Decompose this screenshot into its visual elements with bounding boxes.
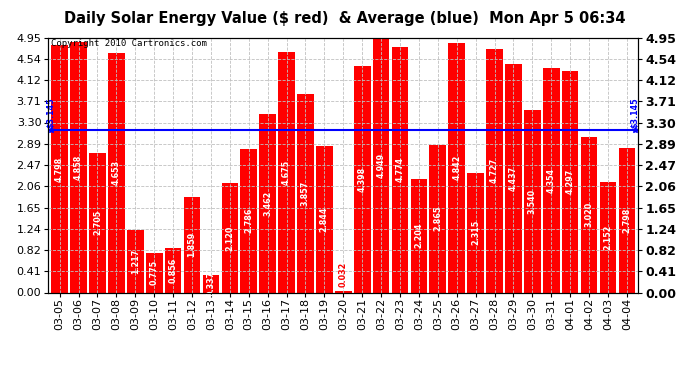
Bar xyxy=(240,149,257,292)
Bar xyxy=(184,197,200,292)
Bar xyxy=(486,49,503,292)
Bar xyxy=(562,71,578,292)
Bar xyxy=(89,153,106,292)
Bar xyxy=(429,145,446,292)
Bar xyxy=(259,114,276,292)
Text: 2.786: 2.786 xyxy=(244,208,253,233)
Bar xyxy=(524,110,541,292)
Bar xyxy=(448,43,465,292)
Bar xyxy=(600,182,616,292)
Bar xyxy=(203,275,219,292)
Bar xyxy=(221,183,238,292)
Text: 2.120: 2.120 xyxy=(226,225,235,251)
Bar xyxy=(392,46,408,292)
Bar xyxy=(562,71,578,292)
Bar xyxy=(108,53,125,292)
Bar xyxy=(354,66,371,292)
Bar xyxy=(373,38,389,292)
Text: 4.653: 4.653 xyxy=(112,160,121,185)
Bar xyxy=(146,253,163,292)
Bar xyxy=(524,110,541,292)
Bar xyxy=(467,173,484,292)
Bar xyxy=(89,153,106,292)
Bar xyxy=(335,291,352,292)
Bar xyxy=(127,230,144,292)
Bar xyxy=(51,45,68,292)
Bar xyxy=(505,64,522,292)
Text: 2.798: 2.798 xyxy=(622,208,631,233)
Bar xyxy=(146,253,163,292)
Bar xyxy=(619,148,635,292)
Text: 4.297: 4.297 xyxy=(566,169,575,195)
Text: 3.020: 3.020 xyxy=(584,202,593,227)
Bar xyxy=(411,179,427,292)
Text: 4.842: 4.842 xyxy=(452,155,461,180)
Text: 1.859: 1.859 xyxy=(188,232,197,257)
Text: Daily Solar Energy Value ($ red)  & Average (blue)  Mon Apr 5 06:34: Daily Solar Energy Value ($ red) & Avera… xyxy=(64,11,626,26)
Bar xyxy=(467,173,484,292)
Bar xyxy=(429,145,446,292)
Bar xyxy=(600,182,616,292)
Text: 4.727: 4.727 xyxy=(490,158,499,183)
Bar xyxy=(619,148,635,292)
Bar xyxy=(581,137,598,292)
Text: 1.217: 1.217 xyxy=(131,249,140,274)
Text: 0.856: 0.856 xyxy=(168,258,177,283)
Text: 4.354: 4.354 xyxy=(546,168,555,193)
Bar xyxy=(221,183,238,292)
Bar xyxy=(411,179,427,292)
Bar xyxy=(316,146,333,292)
Bar xyxy=(70,42,87,292)
Bar xyxy=(297,94,314,292)
Bar xyxy=(543,68,560,292)
Text: $3.145: $3.145 xyxy=(47,97,56,128)
Text: 3.540: 3.540 xyxy=(528,189,537,214)
Text: 4.675: 4.675 xyxy=(282,159,291,184)
Bar xyxy=(316,146,333,292)
Bar xyxy=(259,114,276,292)
Bar xyxy=(108,53,125,292)
Bar xyxy=(448,43,465,292)
Text: 3.857: 3.857 xyxy=(301,180,310,206)
Bar xyxy=(165,248,181,292)
Bar xyxy=(165,248,181,292)
Text: 2.204: 2.204 xyxy=(415,223,424,248)
Bar xyxy=(184,197,200,292)
Text: 4.398: 4.398 xyxy=(357,166,366,192)
Bar xyxy=(392,46,408,292)
Text: 2.152: 2.152 xyxy=(604,224,613,250)
Text: $3.145: $3.145 xyxy=(631,97,640,128)
Text: 4.858: 4.858 xyxy=(74,154,83,180)
Bar xyxy=(203,275,219,292)
Text: 0.032: 0.032 xyxy=(339,261,348,287)
Bar xyxy=(505,64,522,292)
Text: 0.337: 0.337 xyxy=(206,271,215,296)
Bar xyxy=(581,137,598,292)
Bar xyxy=(373,38,389,292)
Bar xyxy=(354,66,371,292)
Text: 2.315: 2.315 xyxy=(471,220,480,246)
Bar xyxy=(278,52,295,292)
Bar xyxy=(127,230,144,292)
Text: 4.949: 4.949 xyxy=(377,153,386,178)
Text: 2.705: 2.705 xyxy=(93,210,102,236)
Bar xyxy=(335,291,352,292)
Bar xyxy=(297,94,314,292)
Text: Copyright 2010 Cartronics.com: Copyright 2010 Cartronics.com xyxy=(51,39,207,48)
Bar xyxy=(543,68,560,292)
Bar xyxy=(240,149,257,292)
Bar xyxy=(70,42,87,292)
Text: 2.844: 2.844 xyxy=(320,207,329,232)
Text: 0.775: 0.775 xyxy=(150,260,159,285)
Bar xyxy=(51,45,68,292)
Text: 2.865: 2.865 xyxy=(433,206,442,231)
Text: 4.774: 4.774 xyxy=(395,157,404,182)
Text: 4.798: 4.798 xyxy=(55,156,64,182)
Text: 3.462: 3.462 xyxy=(263,191,272,216)
Text: 4.437: 4.437 xyxy=(509,166,518,191)
Bar xyxy=(486,49,503,292)
Bar xyxy=(278,52,295,292)
